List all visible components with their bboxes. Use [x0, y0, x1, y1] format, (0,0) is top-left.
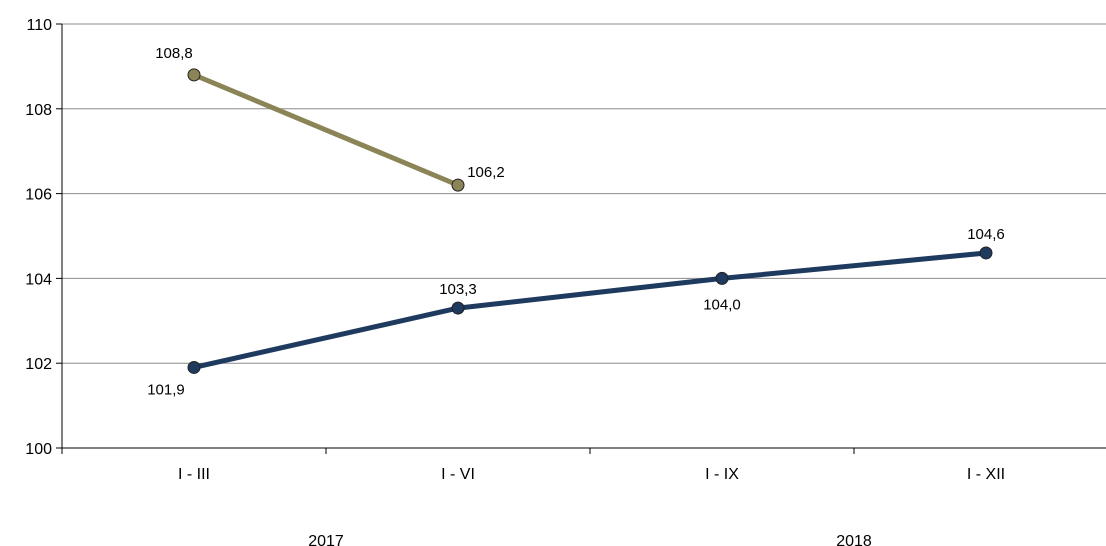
y-tick-labels: 100 102 104 106 108 110 [25, 17, 52, 458]
year-label-2017: 2017 [308, 533, 344, 546]
x-tick-label-4: I - XII [967, 466, 1005, 483]
x-tick-label-3: I - IX [705, 466, 739, 483]
series-2-point-1 [187, 360, 201, 374]
x-tick-label-2: I - VI [441, 466, 475, 483]
axes [61, 24, 1106, 449]
data-label-2-3: 104,0 [703, 296, 741, 313]
data-labels: 108,8 106,2 101,9 103,3 104,0 104,6 [147, 45, 1005, 399]
series-1-point-1 [187, 68, 201, 82]
x-tick-label-1: I - III [178, 466, 210, 483]
y-tick-label-100: 100 [25, 441, 52, 458]
y-tick-label-110: 110 [26, 17, 52, 34]
series-lines [187, 68, 993, 374]
series-2-point-2 [451, 301, 465, 315]
data-label-2-2: 103,3 [439, 281, 477, 298]
series-2-point-4 [979, 246, 993, 260]
series-1-point-2 [451, 178, 465, 192]
data-label-2-1: 101,9 [147, 381, 185, 398]
data-label-1-2: 106,2 [467, 164, 505, 181]
y-tick-label-108: 108 [25, 102, 52, 119]
y-tick-label-102: 102 [25, 356, 52, 373]
series-2-line [191, 250, 989, 370]
x-tick-labels: I - III I - VI I - IX I - XII [178, 466, 1005, 483]
data-label-1-1: 108,8 [155, 45, 193, 62]
year-group-labels: 2017 2018 [308, 533, 872, 546]
y-tick-label-104: 104 [25, 271, 52, 288]
series-1-line [191, 72, 461, 188]
year-label-2018: 2018 [836, 533, 872, 546]
gridlines [56, 23, 1106, 454]
series-2-point-3 [715, 271, 729, 285]
y-tick-label-106: 106 [25, 187, 52, 204]
data-label-2-4: 104,6 [967, 226, 1005, 243]
